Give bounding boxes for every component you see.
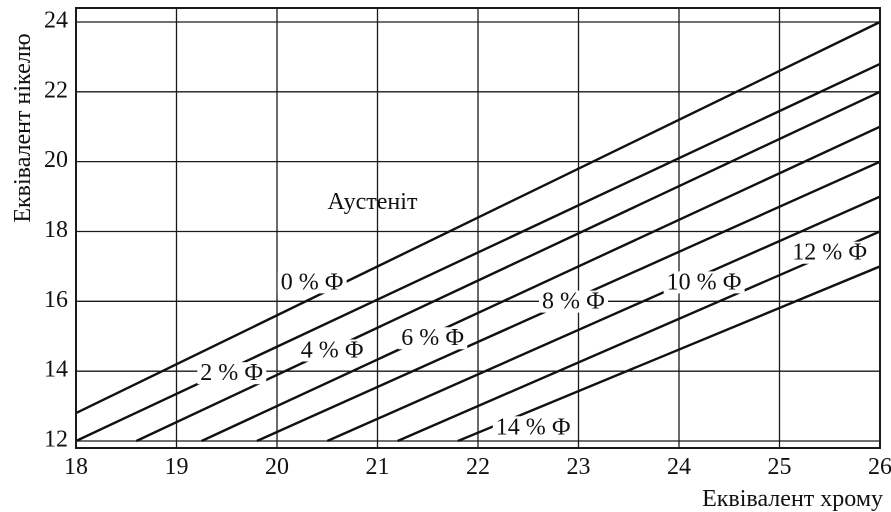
y-tick-label: 18 <box>44 217 68 243</box>
line-label-8: 14 % Ф <box>496 414 571 440</box>
label-background <box>277 271 347 294</box>
series-line-5 <box>326 195 880 443</box>
line-label-5: 8 % Ф <box>542 289 605 315</box>
y-tick-label: 22 <box>44 77 68 103</box>
x-tick-label: 26 <box>868 454 891 480</box>
series-line-0 <box>76 20 880 415</box>
line-label-4: 6 % Ф <box>401 325 464 351</box>
label-background <box>663 271 745 294</box>
series-line-2 <box>135 90 880 443</box>
x-tick-label: 22 <box>466 454 490 480</box>
series-line-7 <box>457 265 880 443</box>
series-line-6 <box>397 230 880 443</box>
y-tick-label: 20 <box>44 147 68 173</box>
grid <box>75 8 881 448</box>
label-background <box>789 241 871 264</box>
line-label-1: 0 % Ф <box>281 269 344 295</box>
x-tick-label: 21 <box>366 454 390 480</box>
y-tick-label: 14 <box>44 357 68 383</box>
series-line-3 <box>201 125 880 443</box>
label-background <box>538 290 608 313</box>
y-tick-label: 24 <box>44 7 68 33</box>
y-axis-title: Еквівалент нікелю <box>10 33 36 222</box>
line-label-2: 2 % Ф <box>200 360 263 386</box>
region-label: Аустеніт <box>328 189 418 215</box>
y-tick-label: 16 <box>44 287 68 313</box>
line-label-7: 12 % Ф <box>792 240 867 266</box>
x-tick-label: 18 <box>64 454 88 480</box>
label-background <box>197 362 267 385</box>
x-axis-title: Еквівалент хрому <box>702 486 883 512</box>
plot-frame <box>75 7 881 449</box>
line-label-3: 4 % Ф <box>301 337 364 363</box>
y-tick-label: 12 <box>44 427 68 453</box>
x-tick-label: 24 <box>667 454 691 480</box>
tick-labels: 18 19 20 21 22 23 24 25 26 12 14 16 18 20 22 24 <box>44 7 891 480</box>
label-background <box>492 416 574 439</box>
label-background <box>297 339 367 362</box>
x-tick-label: 25 <box>768 454 792 480</box>
line-label-6: 10 % Ф <box>667 269 742 295</box>
x-tick-label: 20 <box>265 454 289 480</box>
x-tick-label: 23 <box>567 454 591 480</box>
x-tick-label: 19 <box>165 454 189 480</box>
label-background <box>398 327 468 350</box>
line-labels: Аустеніт 0 % Ф 2 % Ф 4 % Ф 6 % Ф 8 % Ф 10 % Ф 1… <box>197 189 871 440</box>
